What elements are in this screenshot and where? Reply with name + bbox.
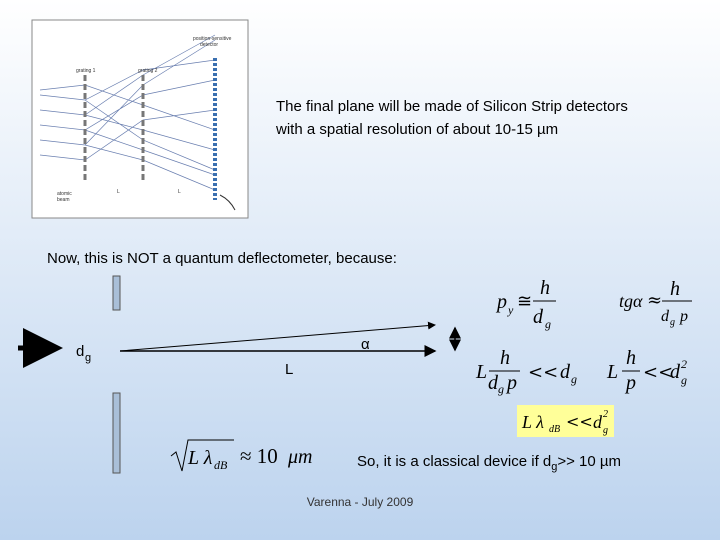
operator: ≅ xyxy=(517,291,532,312)
highlight-box xyxy=(517,405,614,437)
note-line: The final plane will be made of Silicon … xyxy=(276,98,628,115)
statement: Now, this is NOT a quantum deflectometer… xyxy=(47,250,397,267)
subscript: g xyxy=(571,372,577,386)
subscript: dB xyxy=(549,424,560,435)
conclusion-sub: g xyxy=(551,461,557,473)
detector-cable xyxy=(219,194,236,211)
figure-label: position-sensitive xyxy=(193,36,232,42)
symbol: h xyxy=(500,347,510,369)
symbol: d xyxy=(593,412,603,432)
figure-label: grating 1 xyxy=(76,68,96,74)
symbol: d xyxy=(560,361,571,383)
formula: L h p << d g 2 xyxy=(606,347,687,394)
deflected-line xyxy=(119,321,436,352)
symbol: L λ xyxy=(187,447,213,469)
operator: << xyxy=(528,362,558,383)
operator: << xyxy=(643,362,673,383)
label-L: L xyxy=(285,361,293,378)
symbol: L xyxy=(475,361,487,383)
operator: ≈ xyxy=(647,290,662,311)
sqrt-sign xyxy=(170,439,234,472)
footer: Varenna - July 2009 xyxy=(307,495,414,509)
label-g: g xyxy=(85,352,91,364)
operator: ≈ 10 xyxy=(240,444,278,468)
figure-label: beam xyxy=(57,197,70,203)
symbol: L xyxy=(606,361,618,383)
figure-label: atomic xyxy=(57,191,72,197)
figure-frame xyxy=(31,19,249,219)
figure-label: grating 2 xyxy=(138,68,158,74)
symbol: μm xyxy=(287,446,312,468)
figure: position-sensitive detector grating 1 gr… xyxy=(31,19,249,219)
symbol: h xyxy=(626,347,636,369)
subscript: g xyxy=(681,373,687,387)
label-d: d xyxy=(76,343,84,360)
formula: p y ≅ h d g xyxy=(495,277,556,331)
formula: L λ dB ≈ 10 μm xyxy=(170,439,312,472)
symbol: L λ xyxy=(521,412,544,432)
symbol: d xyxy=(661,308,670,325)
subscript: g xyxy=(670,317,675,328)
symbol: h xyxy=(540,277,550,299)
operator: << xyxy=(566,412,593,431)
figure-label: L xyxy=(178,189,181,195)
symbol: p xyxy=(495,291,507,313)
figure-label: L xyxy=(117,189,120,195)
formula: tgα ≈ h d g p xyxy=(619,278,692,328)
formula: L h d g p << d g xyxy=(475,347,577,396)
conclusion: So, it is a classical device if dg>> 10 … xyxy=(357,453,621,473)
conclusion-tail: >> 10 µm xyxy=(557,453,621,470)
label-alpha: α xyxy=(361,336,370,353)
symbol: p xyxy=(505,372,517,394)
slit xyxy=(112,275,121,311)
symbol: d xyxy=(670,361,681,383)
subscript: dB xyxy=(214,458,228,472)
formula: L λ dB << d g 2 xyxy=(517,405,614,437)
note-line: with a spatial resolution of about 10-15… xyxy=(275,121,558,138)
conclusion-text: So, it is a classical device if d xyxy=(357,453,551,470)
symbol: d xyxy=(488,372,499,394)
sketch: d g L α xyxy=(18,275,461,474)
subscript: g xyxy=(498,382,504,396)
superscript: 2 xyxy=(681,357,687,371)
slit xyxy=(112,392,121,474)
symbol: tgα xyxy=(619,291,643,311)
superscript: 2 xyxy=(603,409,608,420)
subscript: g xyxy=(545,317,551,331)
figure-label: detector xyxy=(200,42,218,48)
symbol: h xyxy=(670,278,680,300)
symbol: p xyxy=(679,308,688,325)
symbol: p xyxy=(624,372,636,394)
subscript: g xyxy=(603,425,608,436)
subscript: y xyxy=(507,303,514,317)
symbol: d xyxy=(533,306,544,328)
